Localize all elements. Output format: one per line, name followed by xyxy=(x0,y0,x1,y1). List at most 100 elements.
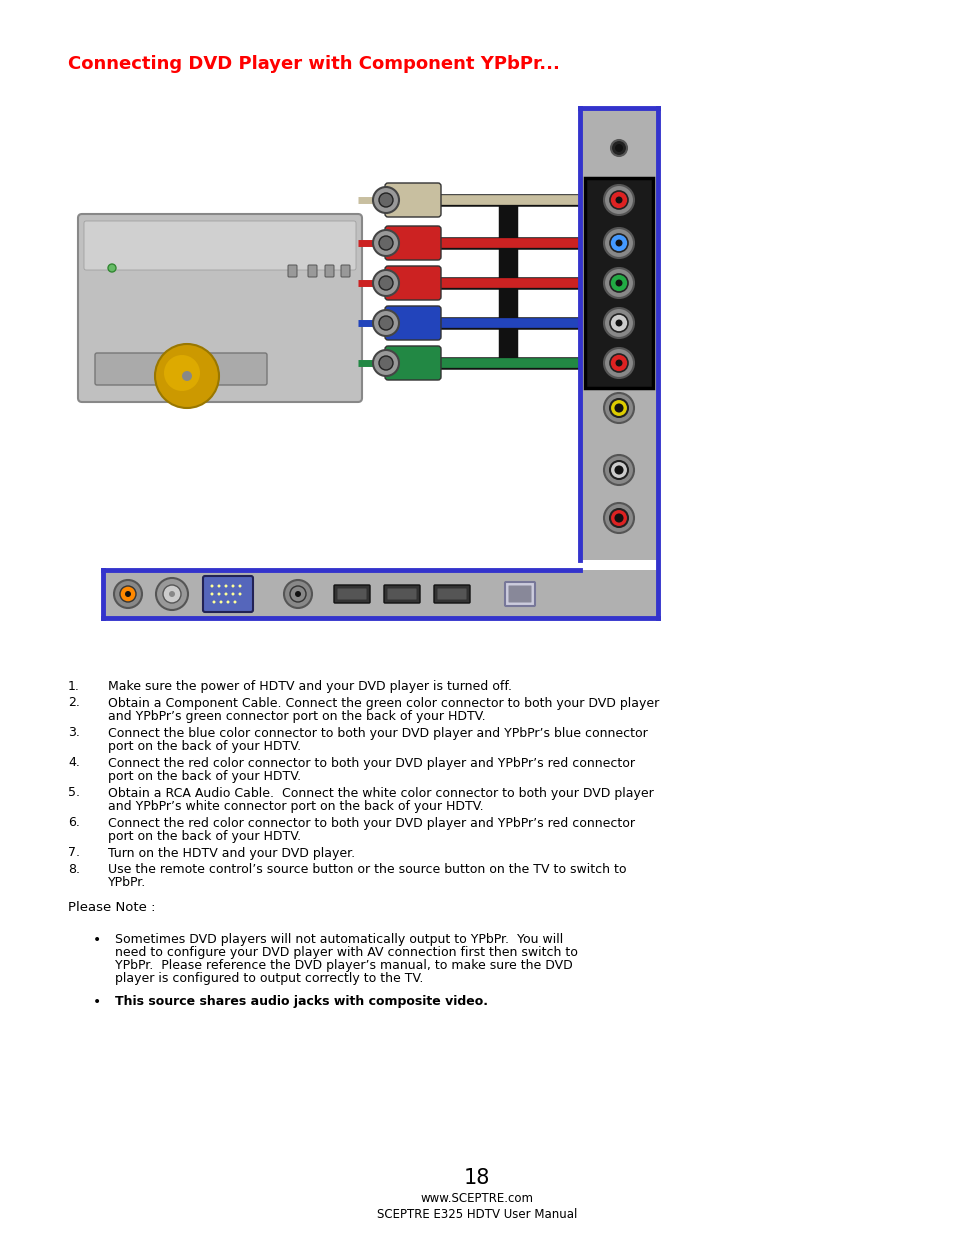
Circle shape xyxy=(615,240,622,247)
FancyBboxPatch shape xyxy=(95,353,267,385)
FancyBboxPatch shape xyxy=(288,266,296,277)
FancyBboxPatch shape xyxy=(84,221,355,270)
Circle shape xyxy=(211,593,213,595)
Circle shape xyxy=(213,600,215,604)
Circle shape xyxy=(224,584,227,588)
Text: Please Note :: Please Note : xyxy=(68,902,155,914)
Text: player is configured to output correctly to the TV.: player is configured to output correctly… xyxy=(115,972,423,986)
Circle shape xyxy=(603,185,634,215)
Text: Sometimes DVD players will not automatically output to YPbPr.  You will: Sometimes DVD players will not automatic… xyxy=(115,932,562,946)
Circle shape xyxy=(615,320,622,326)
FancyBboxPatch shape xyxy=(103,571,658,618)
FancyBboxPatch shape xyxy=(384,585,419,603)
Circle shape xyxy=(603,503,634,534)
Circle shape xyxy=(603,454,634,485)
Circle shape xyxy=(615,359,622,367)
Circle shape xyxy=(609,509,627,527)
Text: This source shares audio jacks with composite video.: This source shares audio jacks with comp… xyxy=(115,995,488,1008)
Circle shape xyxy=(113,580,142,608)
Text: www.SCEPTRE.com: www.SCEPTRE.com xyxy=(420,1192,533,1205)
Text: YPbPr.: YPbPr. xyxy=(108,877,146,889)
Text: 6.: 6. xyxy=(68,816,80,830)
Text: 7.: 7. xyxy=(68,846,80,860)
Text: 4.: 4. xyxy=(68,757,80,769)
Text: Connect the red color connector to both your DVD player and YPbPr’s red connecto: Connect the red color connector to both … xyxy=(108,757,635,769)
Text: 1.: 1. xyxy=(68,680,80,693)
Circle shape xyxy=(615,196,622,204)
FancyBboxPatch shape xyxy=(203,576,253,613)
Circle shape xyxy=(169,592,174,597)
FancyBboxPatch shape xyxy=(308,266,316,277)
Circle shape xyxy=(217,593,220,595)
FancyBboxPatch shape xyxy=(387,589,416,599)
FancyBboxPatch shape xyxy=(334,585,370,603)
Text: and YPbPr’s green connector port on the back of your HDTV.: and YPbPr’s green connector port on the … xyxy=(108,710,485,722)
Circle shape xyxy=(164,354,200,391)
Text: port on the back of your HDTV.: port on the back of your HDTV. xyxy=(108,769,301,783)
Circle shape xyxy=(290,585,306,601)
Circle shape xyxy=(373,230,398,256)
Text: port on the back of your HDTV.: port on the back of your HDTV. xyxy=(108,830,301,844)
Circle shape xyxy=(108,264,116,272)
Circle shape xyxy=(610,140,626,156)
Text: Use the remote control’s source button or the source button on the TV to switch : Use the remote control’s source button o… xyxy=(108,863,626,876)
Circle shape xyxy=(219,600,222,604)
Circle shape xyxy=(609,399,627,417)
Circle shape xyxy=(609,191,627,209)
Circle shape xyxy=(609,354,627,372)
Circle shape xyxy=(226,600,230,604)
FancyBboxPatch shape xyxy=(504,582,535,606)
Text: 3.: 3. xyxy=(68,726,80,740)
FancyBboxPatch shape xyxy=(78,214,361,403)
Circle shape xyxy=(211,584,213,588)
Circle shape xyxy=(609,461,627,479)
FancyBboxPatch shape xyxy=(337,589,366,599)
Circle shape xyxy=(378,316,393,330)
Circle shape xyxy=(615,405,622,411)
Circle shape xyxy=(284,580,312,608)
Circle shape xyxy=(373,310,398,336)
Circle shape xyxy=(609,274,627,291)
Circle shape xyxy=(224,593,227,595)
Circle shape xyxy=(378,275,393,290)
Circle shape xyxy=(609,233,627,252)
Circle shape xyxy=(378,236,393,249)
Text: 5.: 5. xyxy=(68,787,80,799)
Text: 8.: 8. xyxy=(68,863,80,876)
Circle shape xyxy=(154,345,219,408)
FancyBboxPatch shape xyxy=(325,266,334,277)
Circle shape xyxy=(609,314,627,332)
Circle shape xyxy=(182,370,192,382)
Text: port on the back of your HDTV.: port on the back of your HDTV. xyxy=(108,740,301,753)
Circle shape xyxy=(378,356,393,370)
Text: Connecting DVD Player with Component YPbPr...: Connecting DVD Player with Component YPb… xyxy=(68,56,559,73)
Text: •: • xyxy=(92,932,101,947)
FancyBboxPatch shape xyxy=(385,266,440,300)
Circle shape xyxy=(238,584,241,588)
Circle shape xyxy=(125,592,131,597)
Circle shape xyxy=(378,193,393,207)
Circle shape xyxy=(232,593,234,595)
FancyBboxPatch shape xyxy=(385,306,440,340)
Circle shape xyxy=(163,585,181,603)
Circle shape xyxy=(238,593,241,595)
Circle shape xyxy=(373,350,398,375)
Circle shape xyxy=(217,584,220,588)
Circle shape xyxy=(294,592,301,597)
Text: Obtain a Component Cable. Connect the green color connector to both your DVD pla: Obtain a Component Cable. Connect the gr… xyxy=(108,697,659,709)
Text: 2.: 2. xyxy=(68,697,80,709)
Circle shape xyxy=(615,144,622,152)
Text: Make sure the power of HDTV and your DVD player is turned off.: Make sure the power of HDTV and your DVD… xyxy=(108,680,512,693)
Circle shape xyxy=(615,279,622,287)
Circle shape xyxy=(615,515,622,521)
FancyBboxPatch shape xyxy=(385,226,440,261)
Text: and YPbPr’s white connector port on the back of your HDTV.: and YPbPr’s white connector port on the … xyxy=(108,800,483,813)
Circle shape xyxy=(156,578,188,610)
Circle shape xyxy=(373,270,398,296)
Circle shape xyxy=(615,467,622,473)
Circle shape xyxy=(603,308,634,338)
Circle shape xyxy=(603,228,634,258)
Circle shape xyxy=(233,600,236,604)
Circle shape xyxy=(603,348,634,378)
Text: Connect the red color connector to both your DVD player and YPbPr’s red connecto: Connect the red color connector to both … xyxy=(108,816,635,830)
